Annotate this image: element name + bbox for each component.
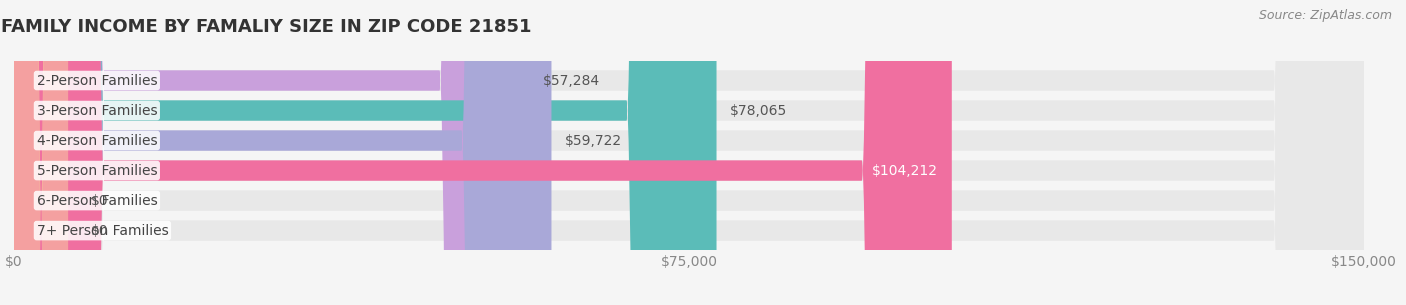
Text: 3-Person Families: 3-Person Families [37, 103, 157, 117]
Text: $0: $0 [90, 194, 108, 208]
FancyBboxPatch shape [14, 0, 67, 305]
FancyBboxPatch shape [14, 0, 1364, 305]
Text: FAMILY INCOME BY FAMALIY SIZE IN ZIP CODE 21851: FAMILY INCOME BY FAMALIY SIZE IN ZIP COD… [0, 18, 531, 36]
Text: 7+ Person Families: 7+ Person Families [37, 224, 169, 238]
FancyBboxPatch shape [14, 0, 1364, 305]
FancyBboxPatch shape [14, 0, 530, 305]
FancyBboxPatch shape [14, 0, 1364, 305]
Text: $59,722: $59,722 [565, 134, 621, 148]
FancyBboxPatch shape [14, 0, 1364, 305]
Text: 6-Person Families: 6-Person Families [37, 194, 157, 208]
Text: $57,284: $57,284 [543, 74, 600, 88]
FancyBboxPatch shape [14, 0, 67, 305]
Text: $0: $0 [90, 224, 108, 238]
FancyBboxPatch shape [14, 0, 717, 305]
Text: 5-Person Families: 5-Person Families [37, 163, 157, 178]
Text: $78,065: $78,065 [730, 103, 787, 117]
Text: Source: ZipAtlas.com: Source: ZipAtlas.com [1258, 9, 1392, 22]
Text: $104,212: $104,212 [872, 163, 938, 178]
FancyBboxPatch shape [14, 0, 1364, 305]
FancyBboxPatch shape [14, 0, 551, 305]
Text: 4-Person Families: 4-Person Families [37, 134, 157, 148]
Text: 2-Person Families: 2-Person Families [37, 74, 157, 88]
FancyBboxPatch shape [14, 0, 1364, 305]
FancyBboxPatch shape [14, 0, 952, 305]
